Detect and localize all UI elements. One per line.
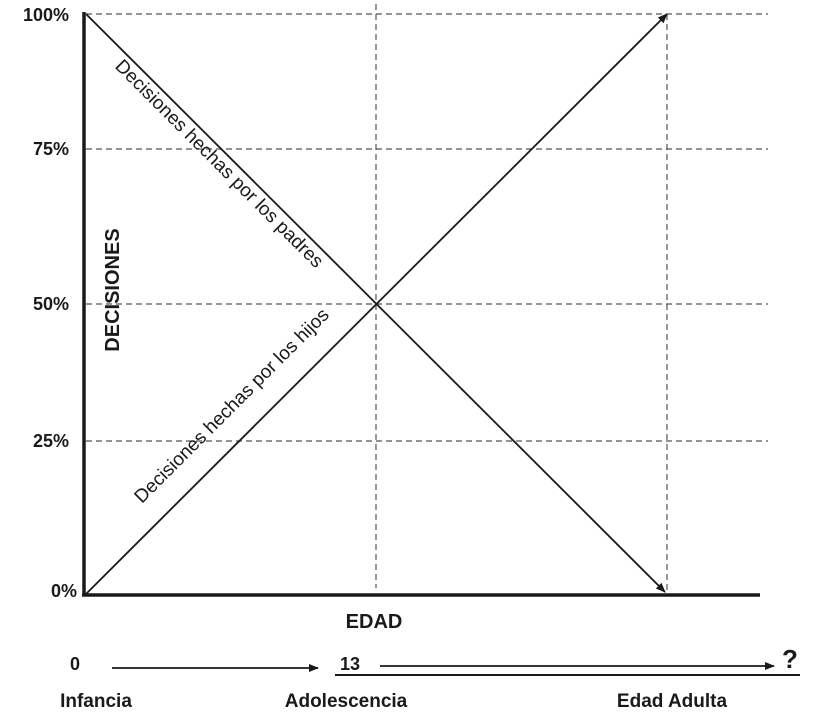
y-tick-labels: 100% 75% 50% 25% 0% <box>23 5 77 601</box>
horizontal-gridlines <box>86 13 768 442</box>
y-tick-75: 75% <box>33 139 69 159</box>
stage-adulthood: Edad Adulta <box>617 691 728 712</box>
stage-infancy: Infancia <box>60 691 132 712</box>
children-line-label: Decisiones hechas por los hijos <box>131 305 334 508</box>
y-tick-25: 25% <box>33 431 69 451</box>
timeline-end-marker: ? <box>782 644 798 674</box>
timeline-age-middle: 13 <box>340 654 360 674</box>
timeline: 0 13 ? <box>70 644 800 676</box>
x-axis-title: EDAD <box>346 611 403 633</box>
stage-adolescence: Adolescencia <box>285 691 408 712</box>
y-tick-0: 0% <box>51 581 77 601</box>
vertical-gridlines <box>375 4 668 592</box>
y-axis-title: DECISIONES <box>102 228 124 351</box>
parents-decisions-line <box>85 13 666 593</box>
y-tick-100: 100% <box>23 5 69 25</box>
parents-line-label: Decisiones hechas por los padres <box>111 56 327 272</box>
axes <box>82 12 760 597</box>
timeline-age-start: 0 <box>70 654 80 674</box>
y-tick-50: 50% <box>33 294 69 314</box>
stage-labels: Infancia Adolescencia Edad Adulta <box>60 691 727 712</box>
children-decisions-line <box>85 13 668 595</box>
